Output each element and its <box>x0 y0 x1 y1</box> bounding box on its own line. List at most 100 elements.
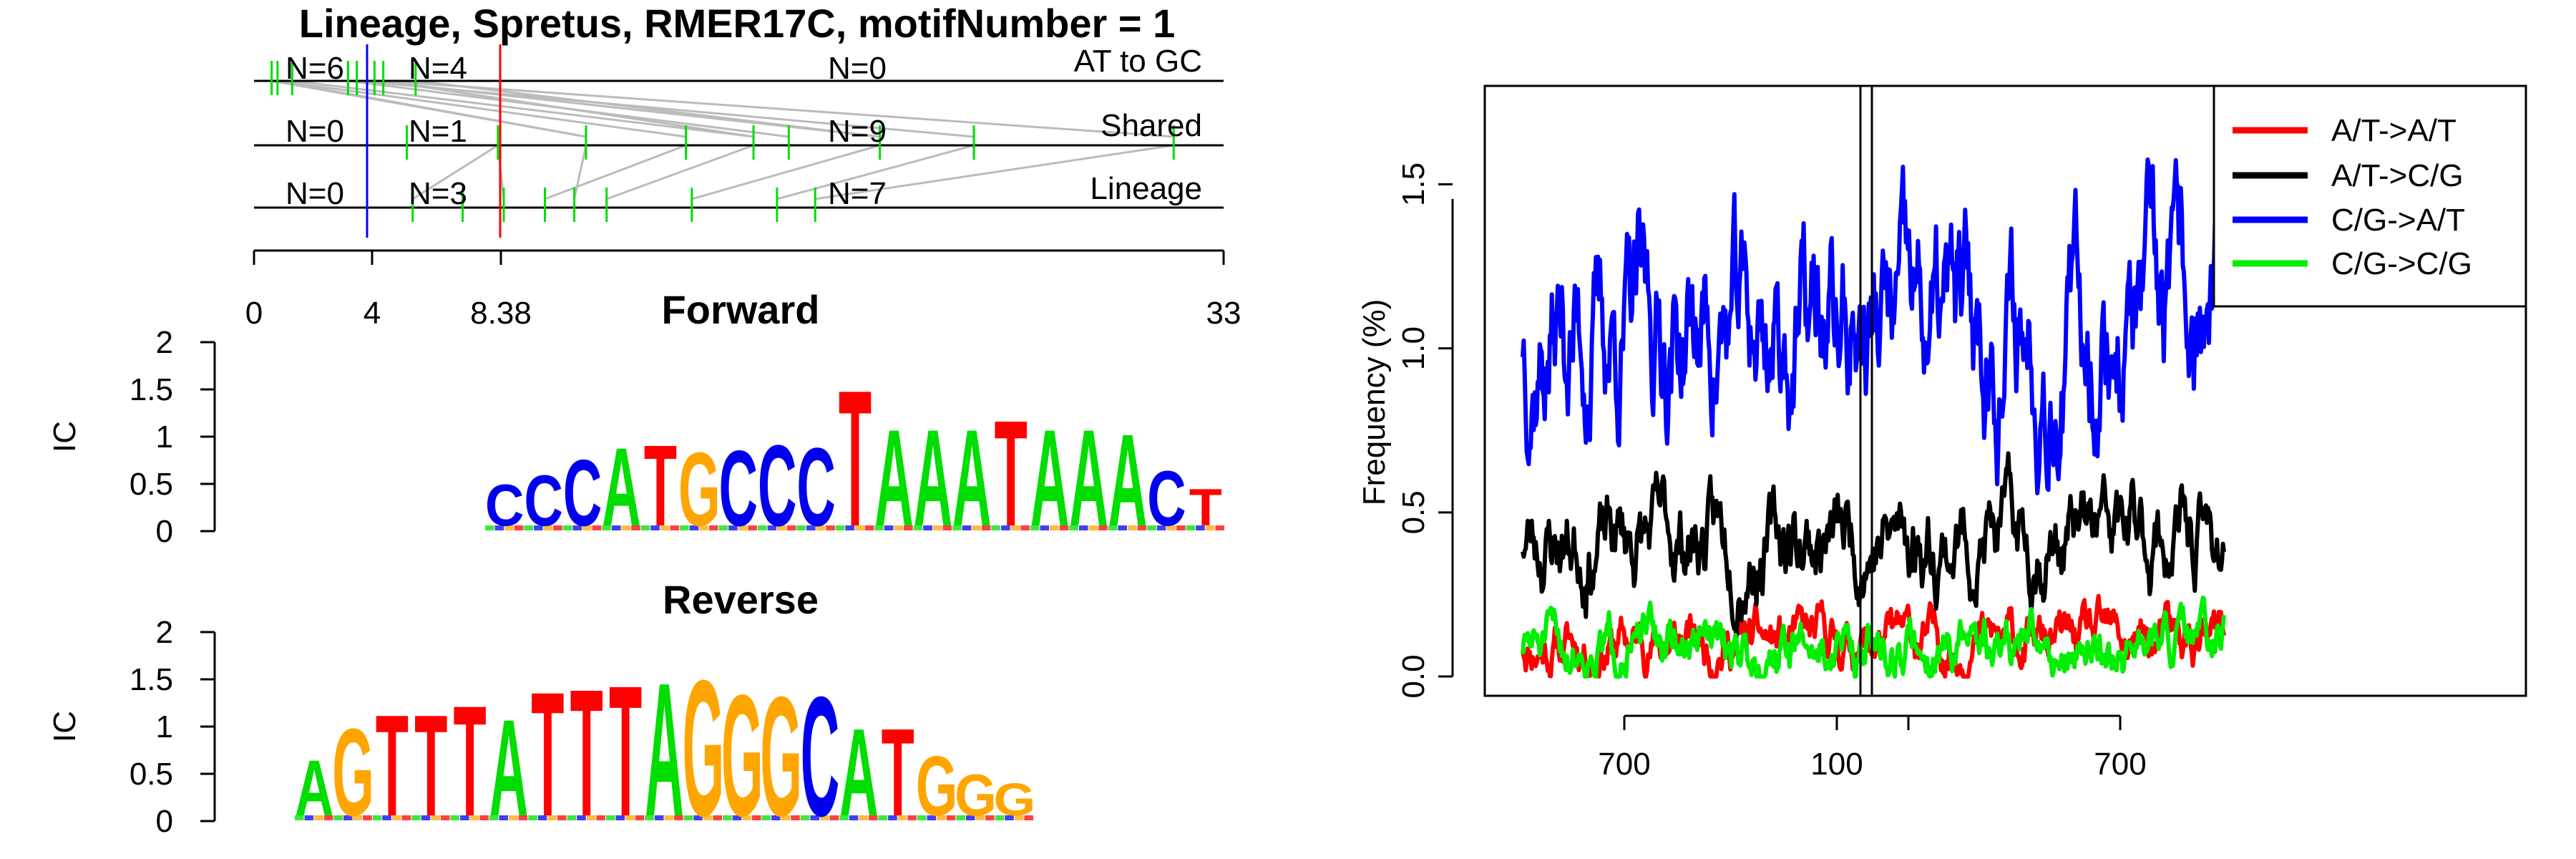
background-letter <box>810 815 819 820</box>
background-letter <box>382 815 391 820</box>
background-letter <box>411 815 421 820</box>
background-letter <box>1078 525 1088 530</box>
freq-y-tick-label: 1.5 <box>1396 162 1431 206</box>
forward-logo-title: Forward <box>662 287 820 332</box>
background-letter <box>1005 815 1014 820</box>
background-letter <box>1030 525 1040 530</box>
logo-y-tick-label: 0.5 <box>130 467 173 502</box>
background-letter <box>537 815 547 820</box>
logo-letter: C <box>718 429 758 549</box>
background-letter <box>972 525 981 530</box>
logo-y-tick-label: 1.5 <box>130 662 173 697</box>
background-letter <box>849 815 859 820</box>
track-name-lineage: Lineage <box>1090 171 1202 206</box>
background-letter <box>1014 815 1024 820</box>
background-letter <box>582 525 592 530</box>
track-panel: Lineage, Spretus, RMER17C, motifNumber =… <box>245 1 1241 331</box>
logo-letter: T <box>644 421 677 550</box>
logo-letter: T <box>376 686 409 847</box>
background-letter <box>504 525 514 530</box>
count-label: N=0 <box>286 176 344 211</box>
background-letter <box>923 525 932 530</box>
background-letter <box>489 815 499 820</box>
background-letter <box>660 525 670 530</box>
logo-letter: T <box>570 651 603 854</box>
series-line <box>1521 595 2226 679</box>
logo-letter: C <box>1147 455 1186 542</box>
position-tick-label: 33 <box>1206 296 1241 331</box>
legend: A/T->A/T A/T->C/G C/G->A/T C/G->C/G <box>2212 84 2527 308</box>
logo-letter: T <box>454 673 487 849</box>
background-letter <box>884 525 894 530</box>
background-letter <box>372 815 382 820</box>
background-letter <box>1215 525 1224 530</box>
logo-letter: A <box>1069 401 1108 555</box>
background-letter <box>363 815 372 820</box>
background-letter <box>839 815 849 820</box>
forward-logo-panel: Forward 00.511.52 IC C C C A T GC C C T A A A T A A A C T <box>47 287 1224 568</box>
logo-letter: G <box>760 662 802 853</box>
freq-x-tick-label: 100 <box>1810 747 1863 782</box>
background-letter <box>806 525 816 530</box>
background-letter <box>796 525 806 530</box>
background-letter <box>1010 525 1020 530</box>
forward-y-label: IC <box>47 421 82 452</box>
logo-letter: A <box>489 691 529 845</box>
background-letter <box>577 815 586 820</box>
connector-line <box>383 79 1174 138</box>
background-letter <box>888 815 897 820</box>
background-letter <box>771 815 781 820</box>
logo-letter: C <box>801 662 840 853</box>
logo-letter: C <box>524 460 563 540</box>
background-letter <box>1001 525 1010 530</box>
background-letter <box>543 525 553 530</box>
logo-letter: G <box>332 703 374 843</box>
track-title: Lineage, Spretus, RMER17C, motifNumber =… <box>299 1 1175 46</box>
background-letter <box>1024 815 1033 820</box>
background-letter <box>981 525 991 530</box>
legend-label: C/G->A/T <box>2331 203 2465 238</box>
background-letter <box>917 815 927 820</box>
background-letter <box>615 815 625 820</box>
background-letter <box>680 525 689 530</box>
background-letter <box>524 525 534 530</box>
series-line <box>1521 451 2226 640</box>
logo-letter: A <box>1108 407 1148 553</box>
background-letter <box>323 815 333 820</box>
series-line <box>1521 157 2226 495</box>
logo-y-tick-label: 0.5 <box>130 757 173 792</box>
logo-letter: T <box>839 351 872 567</box>
background-letter <box>1166 525 1176 530</box>
background-letter <box>699 525 708 530</box>
logo-letter: A <box>839 703 879 843</box>
logo-letter: T <box>1189 478 1222 537</box>
background-letter <box>689 525 699 530</box>
background-letter <box>518 815 528 820</box>
background-letter <box>1156 525 1166 530</box>
background-letter <box>683 815 693 820</box>
background-letter <box>965 815 975 820</box>
position-tick-label: 4 <box>364 296 381 331</box>
track-name-at-to-gc: AT to GC <box>1074 44 1202 79</box>
background-letter <box>1108 525 1118 530</box>
forward-letters: C C C A T GC C C T A A A T A A A C T <box>485 351 1224 568</box>
background-letter <box>728 525 738 530</box>
position-tick-label: 8.38 <box>470 296 532 331</box>
background-letter <box>494 525 504 530</box>
background-letter <box>927 815 937 820</box>
background-letter <box>913 525 923 530</box>
background-letter <box>567 815 577 820</box>
logo-letter: A <box>914 401 953 555</box>
freq-y-tick-label: 0.0 <box>1396 654 1431 698</box>
background-letter <box>781 815 791 820</box>
background-letter <box>864 525 874 530</box>
background-letter <box>767 525 777 530</box>
background-letter <box>826 525 835 530</box>
background-letter <box>897 815 907 820</box>
background-letter <box>586 815 596 820</box>
connector-line <box>411 144 499 200</box>
connector-line <box>606 144 754 200</box>
background-letter <box>845 525 854 530</box>
